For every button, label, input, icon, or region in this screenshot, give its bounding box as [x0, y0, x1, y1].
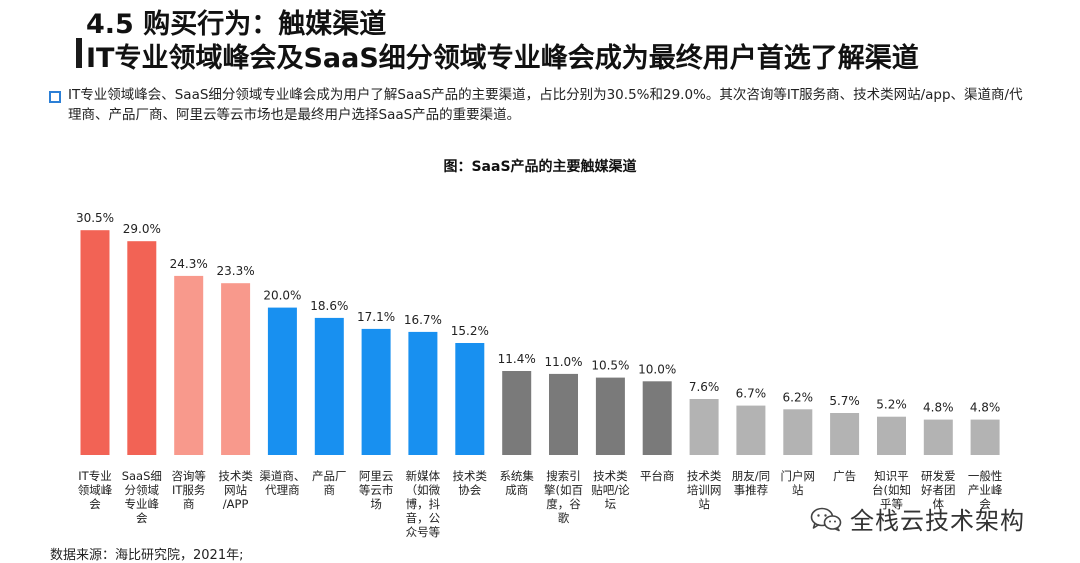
bar-17 — [830, 413, 860, 455]
bar-1 — [80, 230, 110, 455]
data-label-8: 16.7% — [404, 313, 442, 327]
data-label-2: 29.0% — [123, 222, 161, 236]
bar-11 — [549, 373, 578, 455]
category-label-16: 门户网站 — [781, 469, 816, 497]
data-label-13: 10.0% — [638, 362, 676, 376]
bar-2 — [127, 241, 157, 455]
data-source: 数据来源：海比研究院，2021年; — [50, 548, 244, 563]
category-label-12: 技术类贴吧/论坛 — [591, 469, 630, 511]
data-label-14: 7.6% — [689, 380, 720, 394]
bar-14 — [689, 399, 719, 455]
chart-title: 图：SaaS产品的主要触媒渠道 — [443, 159, 637, 175]
data-label-1: 30.5% — [76, 211, 114, 225]
data-label-6: 18.6% — [310, 299, 348, 313]
data-label-4: 23.3% — [217, 264, 255, 278]
data-label-20: 4.8% — [970, 401, 1001, 415]
category-label-20: 一般性产业峰会 — [968, 469, 1003, 511]
category-label-4: 技术类网站/APP — [218, 469, 253, 511]
summary-text: IT专业领域峰会、SaaS细分领域专业峰会成为用户了解SaaS产品的主要渠道，占… — [68, 87, 1023, 123]
category-label-10: 系统集成商 — [499, 469, 534, 497]
data-label-16: 6.2% — [783, 390, 814, 404]
bar-8 — [408, 331, 438, 455]
data-label-18: 5.2% — [876, 398, 907, 412]
bar-3 — [174, 275, 204, 455]
category-label-5: 渠道商、代理商 — [259, 469, 305, 497]
bar-20 — [970, 419, 1000, 455]
data-label-11: 11.0% — [544, 355, 582, 369]
data-label-5: 20.0% — [263, 289, 301, 303]
bar-5 — [267, 307, 297, 455]
bar-12 — [595, 377, 625, 455]
category-label-19: 研发爱好者团体 — [921, 469, 956, 511]
bar-16 — [783, 409, 813, 455]
bar-6 — [314, 317, 344, 455]
category-label-9: 技术类协会 — [453, 469, 488, 497]
wechat-account-name: 全栈云技术架构 — [850, 507, 1025, 535]
bar-10 — [502, 371, 532, 455]
bar-9 — [455, 343, 485, 455]
page-subtitle: IT专业领域峰会及SaaS细分领域专业峰会成为最终用户首选了解渠道 — [86, 43, 919, 74]
category-label-8: 新媒体（如微博，抖音，公众号等 — [406, 469, 441, 539]
category-label-1: IT专业领域峰会 — [78, 469, 113, 511]
title-accent-bar — [76, 38, 82, 68]
category-label-17: 广告 — [833, 469, 856, 483]
section-title: 4.5 购买行为：触媒渠道 — [86, 9, 387, 40]
data-label-7: 17.1% — [357, 310, 395, 324]
bar-15 — [736, 405, 766, 455]
bullet-square-icon — [49, 91, 61, 103]
data-label-15: 6.7% — [736, 387, 767, 401]
category-label-13: 平台商 — [640, 469, 675, 483]
category-label-15: 朋友/同事推荐 — [732, 469, 770, 497]
bar-7 — [361, 328, 391, 455]
wechat-icon — [810, 507, 842, 531]
category-label-7: 阿里云等云市场 — [359, 469, 394, 511]
data-label-12: 10.5% — [591, 359, 629, 373]
category-label-14: 技术类培训网站 — [687, 469, 722, 511]
data-label-10: 11.4% — [498, 352, 536, 366]
bar-13 — [642, 381, 672, 455]
data-label-3: 24.3% — [170, 257, 208, 271]
bar-4 — [221, 283, 251, 455]
category-label-2: SaaS细分领域专业峰会 — [122, 469, 162, 525]
bar-18 — [877, 416, 906, 455]
category-label-6: 产品厂商 — [312, 469, 347, 497]
data-label-17: 5.7% — [829, 394, 860, 408]
data-label-9: 15.2% — [451, 324, 489, 338]
category-label-11: 搜索引擎(如百度，谷歌 — [544, 469, 583, 525]
category-label-18: 知识平台(如知乎等 — [872, 469, 911, 511]
wechat-account: 全栈云技术架构 — [810, 501, 1025, 536]
data-label-19: 4.8% — [923, 401, 954, 415]
category-label-3: 咨询等 IT服务商 — [171, 469, 206, 511]
bar-19 — [923, 419, 953, 455]
